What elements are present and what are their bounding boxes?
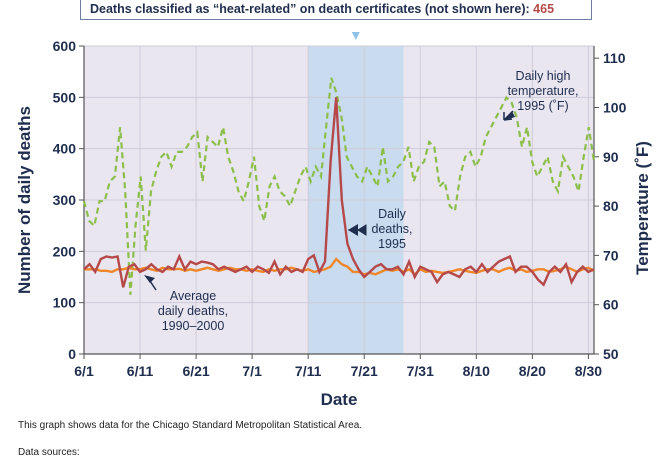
y-left-tick-label: 0 <box>68 346 76 362</box>
series-average-deaths <box>84 257 595 277</box>
banner-text: Deaths classified as “heat-related” on d… <box>90 2 534 16</box>
plot-area: 0 100 200 300 400 500 600 50 60 70 80 90 100 110 6/1 6/… <box>15 32 652 409</box>
y-right-tick-label: 90 <box>603 149 619 165</box>
x-tick-label: 7/11 <box>295 363 322 379</box>
x-tick-label: 6/11 <box>127 363 154 379</box>
series-daily-deaths-1995 <box>83 97 595 288</box>
annotation-average: daily deaths, <box>158 304 228 318</box>
y-right-tick-label: 60 <box>603 297 619 313</box>
annotation-daily-high: temperature, <box>508 84 579 98</box>
x-axis-title: Date <box>321 390 358 409</box>
x-tick-label: 6/1 <box>74 363 94 379</box>
arrow-head-temp <box>505 111 515 120</box>
annotation-arrow-deaths <box>348 224 367 236</box>
y-left-tick-label: 400 <box>53 141 77 157</box>
annotation-daily-deaths: 1995 <box>378 237 406 251</box>
annotation-daily-deaths: Daily <box>378 207 407 221</box>
x-tick-label: 6/21 <box>182 363 209 379</box>
x-tick-label: 8/20 <box>519 363 546 379</box>
note-area: This graph shows data for the Chicago St… <box>18 420 363 431</box>
annotation-average: Average <box>170 289 216 303</box>
x-tick-label: 7/31 <box>407 363 434 379</box>
y-left-tick-label: 100 <box>53 295 77 311</box>
banner: Deaths classified as “heat-related” on d… <box>80 0 592 20</box>
arrow-head-deaths <box>348 224 358 236</box>
y-axis-left-title: Number of daily deaths <box>15 106 34 294</box>
y-right-tick-label: 110 <box>603 50 626 66</box>
y-right-tick-label: 50 <box>603 346 619 362</box>
y-right-tick-label: 80 <box>603 198 619 214</box>
y-right-tick-label: 70 <box>603 247 619 263</box>
note-sources: Data sources: <box>18 447 80 458</box>
y-left-tick-label: 600 <box>53 38 77 54</box>
arrow-head-average <box>144 275 155 283</box>
x-tick-label: 8/10 <box>463 363 490 379</box>
y-left-tick-label: 200 <box>53 243 77 259</box>
annotation-average: 1990–2000 <box>162 319 225 333</box>
banner-pointer <box>351 32 360 40</box>
annotation-arrow-average <box>149 280 157 291</box>
x-tick-label: 8/30 <box>575 363 602 379</box>
y-left-tick-label: 500 <box>53 89 77 105</box>
y-right-tick-label: 100 <box>603 100 627 116</box>
x-tick-label: 7/1 <box>242 363 262 379</box>
banner-value: 465 <box>533 2 555 16</box>
y-left-tick-label: 300 <box>53 192 77 208</box>
annotation-daily-high: Daily high <box>516 69 571 83</box>
annotation-daily-high: 1995 (˚F) <box>517 99 568 113</box>
annotation-daily-deaths: deaths, <box>371 222 412 236</box>
y-axis-right-title: Temperature (˚F) <box>633 141 652 275</box>
chart: 0 100 200 300 400 500 600 50 60 70 80 90 100 110 6/1 6/… <box>15 32 652 409</box>
x-tick-label: 7/21 <box>351 363 378 379</box>
